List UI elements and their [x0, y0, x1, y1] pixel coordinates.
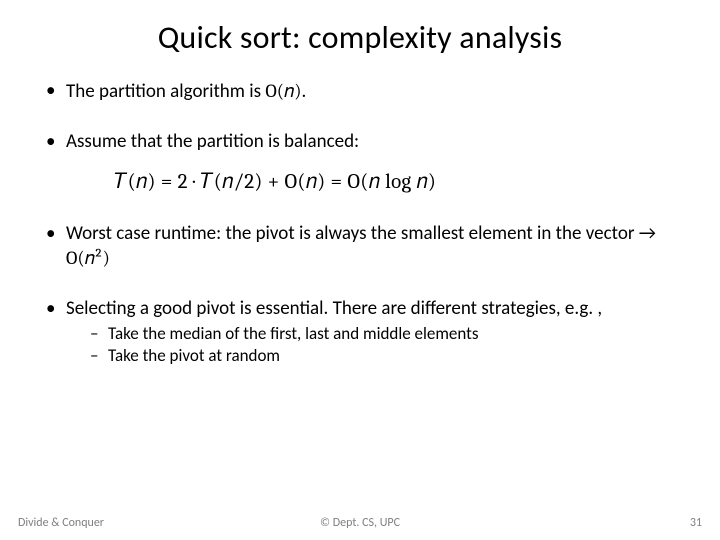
bullet-item: Selecting a good pivot is essential. The… [50, 297, 692, 366]
sub-bullet-item: Take the median of the first, last and m… [92, 323, 692, 344]
bullet-item: Worst case runtime: the pivot is always … [50, 222, 692, 272]
text-fragment: The partition algorithm is [66, 80, 265, 103]
text-fragment: Selecting a good pivot is essential. The… [66, 297, 602, 320]
bullet-list: The partition algorithm is O(𝑛). Assume … [28, 79, 692, 366]
text-fragment: Take the pivot at random [108, 345, 280, 366]
text-fragment: Worst case runtime: the pivot is always … [66, 222, 656, 245]
slide-title: Quick sort: complexity analysis [28, 18, 692, 57]
text-fragment: Take the median of the first, last and m… [108, 323, 479, 344]
footer-right: 31 [690, 516, 702, 530]
math-inline: O(𝑛²) [66, 247, 110, 269]
bullet-item: The partition algorithm is O(𝑛). [50, 79, 692, 104]
sub-bullet-item: Take the pivot at random [92, 345, 692, 366]
slide-footer: Divide & Conquer © Dept. CS, UPC 31 [0, 516, 720, 530]
slide-body: The partition algorithm is O(𝑛). Assume … [28, 79, 692, 366]
math-inline: O(𝑛) [265, 80, 301, 102]
sub-bullet-list: Take the median of the first, last and m… [66, 323, 692, 366]
text-fragment: Assume that the partition is balanced: [66, 130, 359, 153]
text-fragment: . [301, 80, 306, 103]
slide: Quick sort: complexity analysis The part… [0, 0, 720, 540]
footer-center: © Dept. CS, UPC [320, 516, 400, 530]
footer-left: Divide & Conquer [18, 516, 104, 530]
bullet-item: Assume that the partition is balanced: 𝑇… [50, 130, 692, 195]
equation: 𝑇(𝑛) = 2 · 𝑇(𝑛/2) + O(𝑛) = O(𝑛 log 𝑛) [114, 169, 692, 196]
